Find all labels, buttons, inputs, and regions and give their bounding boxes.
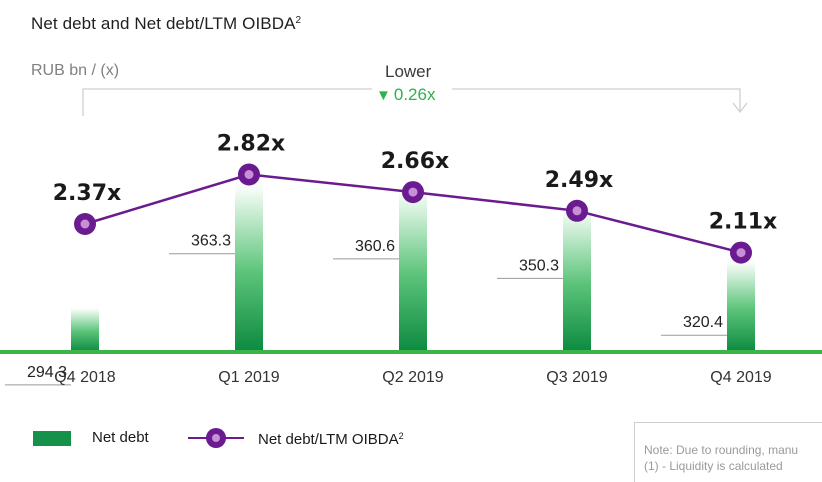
chart-title: Net debt and Net debt/LTM OIBDA2 bbox=[31, 14, 302, 33]
net-debt-bar bbox=[563, 199, 591, 352]
footnote-line-1: Note: Due to rounding, manu bbox=[644, 443, 799, 457]
ratio-point-center bbox=[572, 206, 582, 216]
x-tick-label: Q1 2019 bbox=[218, 369, 279, 386]
units-label: RUB bn / (x) bbox=[31, 62, 120, 79]
x-tick-label: Q2 2019 bbox=[382, 369, 443, 386]
ratio-value-label: 2.11x bbox=[709, 210, 777, 235]
ratio-value-label: 2.82x bbox=[217, 132, 285, 157]
net-debt-bar bbox=[399, 179, 427, 352]
bar-value-label: 360.6 bbox=[355, 238, 395, 255]
legend-ratio-label: Net debt/LTM OIBDA2 bbox=[258, 431, 404, 448]
down-triangle-icon: ▼ bbox=[376, 87, 391, 104]
bar-value-label: 294.3 bbox=[27, 364, 67, 381]
lower-bracket bbox=[82, 88, 741, 116]
ratio-value-label: 2.49x bbox=[545, 168, 613, 193]
legend-bar-swatch bbox=[33, 431, 71, 446]
legend-line-swatch bbox=[188, 428, 244, 448]
net-debt-bar bbox=[235, 174, 263, 352]
footnote: Note: Due to rounding, manu (1) - Liquid… bbox=[634, 422, 822, 482]
bar-value-label: 363.3 bbox=[191, 233, 231, 250]
footnote-line-2: (1) - Liquidity is calculated bbox=[644, 459, 783, 473]
legend-net-debt-label: Net debt bbox=[92, 429, 149, 446]
ratio-value-label: 2.37x bbox=[53, 181, 121, 206]
net-debt-bar bbox=[727, 256, 755, 352]
ratio-point-center bbox=[80, 219, 90, 229]
ratio-point-center bbox=[408, 187, 418, 197]
bar-value-label: 320.4 bbox=[683, 314, 723, 331]
lower-label: Lower bbox=[385, 62, 432, 81]
net-debt-bar bbox=[71, 305, 99, 352]
ratio-point-center bbox=[736, 248, 746, 258]
x-tick-label: Q4 2018 bbox=[54, 369, 115, 386]
bracket-arrow-icon bbox=[732, 102, 748, 114]
bar-value-label: 350.3 bbox=[519, 257, 559, 274]
delta-label: ▼ 0.26x bbox=[376, 85, 436, 104]
x-tick-label: Q3 2019 bbox=[546, 369, 607, 386]
ratio-point-center bbox=[244, 170, 254, 179]
ratio-value-label: 2.66x bbox=[381, 149, 449, 174]
x-tick-label: Q4 2019 bbox=[710, 369, 771, 386]
